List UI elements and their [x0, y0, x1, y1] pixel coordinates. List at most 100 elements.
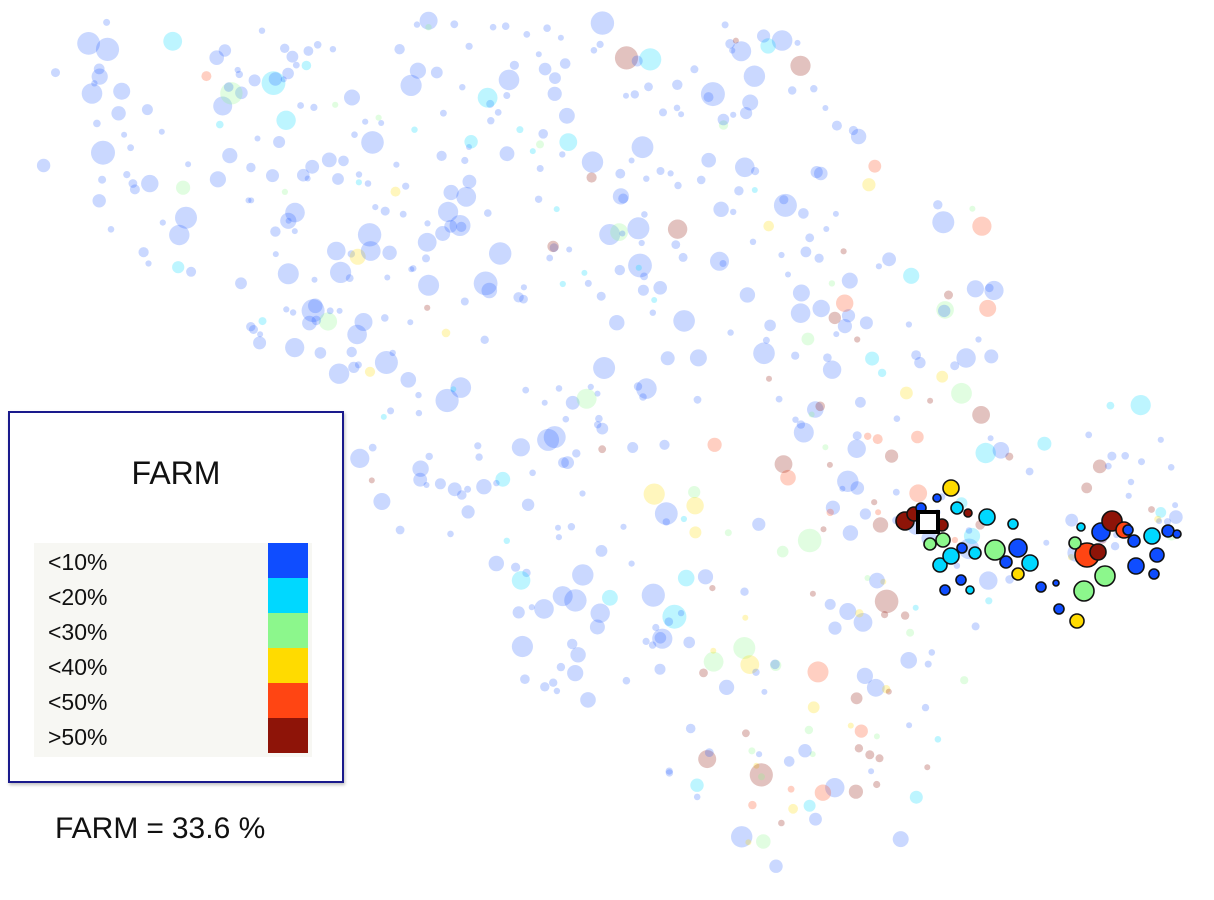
scatter-point: [761, 688, 768, 695]
scatter-point: [654, 632, 667, 644]
scatter-point: [1110, 542, 1120, 551]
scatter-point: [690, 778, 704, 792]
scatter-point: [1005, 452, 1014, 461]
scatter-point: [678, 252, 688, 262]
scatter-point: [1043, 539, 1050, 546]
scatter-point: [534, 195, 543, 203]
scatter-point: [158, 128, 165, 135]
scatter-point: [680, 515, 688, 523]
scatter-point: [688, 486, 701, 499]
highlighted-point: [1076, 522, 1086, 532]
highlighted-point: [1143, 527, 1161, 545]
scatter-point: [510, 562, 521, 572]
scatter-point: [348, 361, 360, 373]
legend-item-label: <20%: [48, 584, 108, 610]
scatter-point: [273, 136, 286, 148]
scatter-point: [434, 478, 446, 490]
scatter-point: [559, 151, 566, 158]
scatter-point: [614, 46, 639, 70]
scatter-point: [547, 86, 562, 101]
scatter-point: [832, 210, 839, 217]
scatter-point: [523, 31, 531, 38]
scatter-point: [677, 569, 695, 587]
scatter-point: [422, 254, 430, 263]
scatter-point: [807, 401, 824, 418]
scatter-point: [814, 166, 828, 181]
scatter-point: [381, 314, 389, 322]
scatter-point: [609, 315, 625, 331]
scatter-point: [719, 679, 735, 696]
scatter-point: [938, 304, 951, 318]
scatter-point: [752, 517, 766, 531]
scatter-point: [473, 271, 498, 296]
scatter-point: [466, 144, 472, 150]
scatter-point: [373, 493, 391, 510]
scatter-point: [900, 652, 917, 669]
scatter-point: [595, 545, 608, 557]
scatter-point: [631, 55, 643, 67]
scatter-point: [804, 725, 814, 735]
summary-equals: =: [146, 812, 164, 845]
scatter-point: [318, 312, 338, 331]
scatter-point: [297, 102, 304, 109]
scatter-point: [678, 111, 685, 118]
scatter-point: [81, 83, 103, 104]
scatter-point: [113, 82, 131, 100]
scatter-point: [825, 500, 841, 515]
scatter-point: [854, 336, 861, 343]
scatter-point: [850, 692, 863, 705]
legend-item: <30%: [34, 613, 312, 649]
scatter-point: [847, 722, 854, 729]
scatter-point: [347, 324, 367, 345]
scatter-point: [859, 508, 872, 520]
scatter-point: [826, 508, 834, 517]
scatter-point: [418, 274, 440, 296]
scatter-point: [235, 70, 243, 79]
scatter-point: [424, 220, 431, 227]
legend-item: <20%: [34, 578, 312, 614]
scatter-point: [809, 590, 816, 597]
highlighted-point: [1161, 524, 1175, 538]
scatter-point: [169, 224, 190, 246]
scatter-point: [623, 92, 629, 99]
scatter-point: [511, 635, 533, 658]
scatter-point: [590, 603, 610, 623]
scatter-point: [567, 665, 584, 682]
scatter-point: [659, 108, 667, 117]
scatter-point: [249, 325, 258, 334]
scatter-point: [254, 135, 261, 142]
scatter-point: [758, 773, 765, 781]
scatter-point: [424, 304, 431, 311]
scatter-point: [839, 603, 857, 620]
scatter-point: [798, 208, 809, 219]
scatter-point: [529, 469, 536, 477]
scatter-point: [643, 175, 650, 182]
scatter-point: [727, 329, 734, 336]
highlighted-point: [932, 557, 948, 573]
scatter-point: [450, 386, 457, 393]
scatter-point: [671, 240, 681, 250]
scatter-point: [966, 280, 985, 298]
scatter-point: [566, 246, 573, 253]
highlighted-point: [923, 537, 937, 551]
scatter-point: [372, 204, 379, 211]
scatter-point: [540, 682, 550, 692]
scatter-point: [698, 750, 717, 769]
scatter-point: [814, 253, 824, 263]
scatter-point: [710, 251, 729, 271]
scatter-point: [486, 99, 495, 108]
scatter-point: [885, 688, 892, 695]
scatter-point: [639, 48, 662, 71]
scatter-point: [145, 260, 152, 267]
highlighted-point: [984, 539, 1006, 561]
scatter-point: [494, 109, 502, 116]
scatter-point: [825, 778, 845, 798]
scatter-point: [572, 449, 581, 458]
scatter-point: [850, 128, 867, 145]
scatter-point: [543, 426, 566, 449]
scatter-point: [893, 415, 901, 423]
scatter-point: [326, 307, 334, 315]
scatter-point: [665, 769, 674, 777]
scatter-point: [641, 583, 665, 607]
scatter-point: [864, 575, 871, 581]
